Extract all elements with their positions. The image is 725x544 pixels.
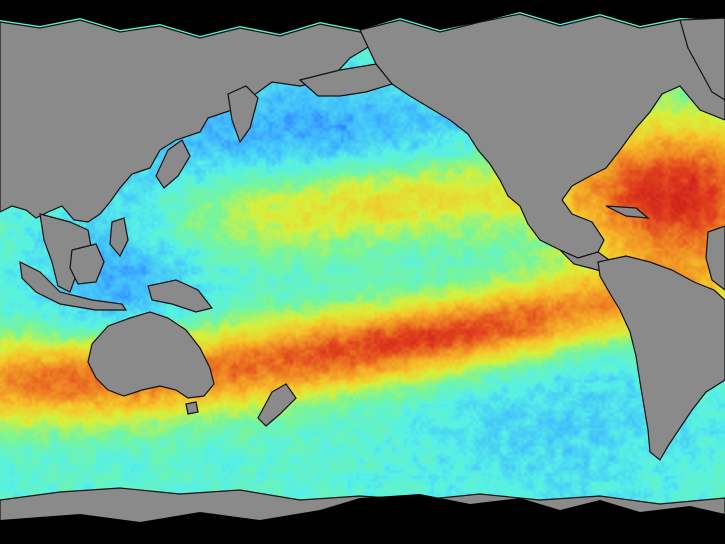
landmass-australia bbox=[87, 311, 215, 399]
landmass-japan bbox=[155, 139, 191, 189]
landmass-indonesia bbox=[19, 260, 128, 311]
landmass-cuba bbox=[605, 205, 650, 219]
landmass-south-america bbox=[597, 255, 725, 461]
landmass-north-america bbox=[359, 13, 725, 259]
landmass-philippines bbox=[109, 217, 129, 258]
landmass-tasmania bbox=[185, 401, 199, 415]
landmass-africa-edge bbox=[705, 225, 725, 291]
landmass-greenland bbox=[679, 17, 725, 101]
landmass-new-zealand bbox=[257, 383, 297, 427]
arctic-no-data bbox=[0, 0, 725, 36]
landmass-new-guinea bbox=[147, 279, 214, 313]
landmass-borneo bbox=[69, 243, 105, 285]
landmass-alaska bbox=[298, 63, 394, 97]
landmass-indochina bbox=[39, 213, 93, 293]
antarctic-no-data bbox=[0, 494, 725, 544]
landmass-asia bbox=[0, 19, 382, 223]
landmass-kamchatka bbox=[227, 85, 259, 144]
